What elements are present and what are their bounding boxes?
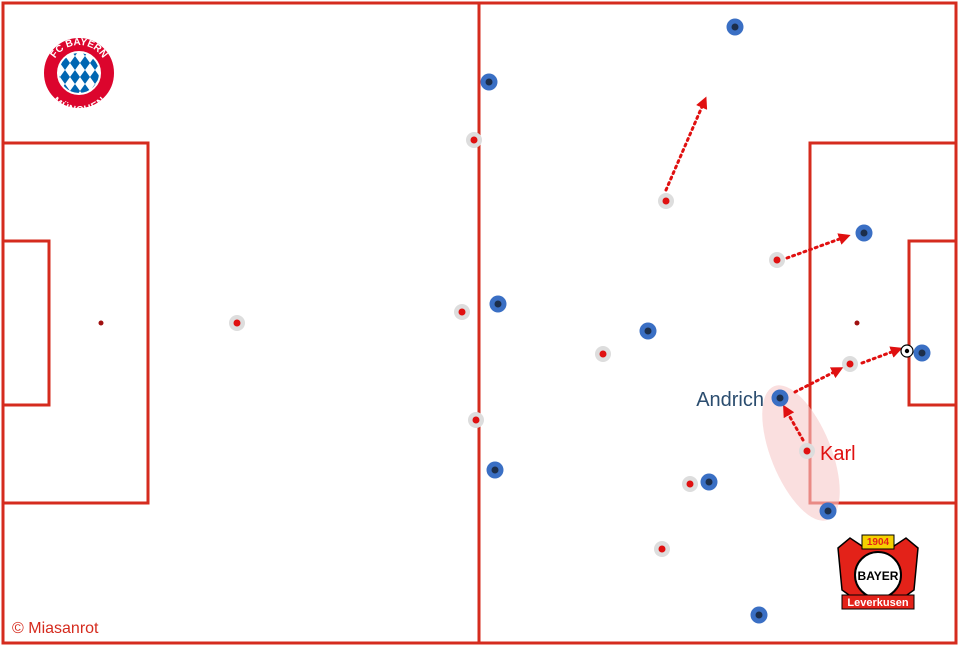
leverkusen-player [726,18,744,36]
ball [900,344,914,358]
leverkusen-player [913,344,931,362]
player-core [860,229,868,237]
player-dot [470,136,478,144]
player-core [824,507,832,515]
player-core [731,23,739,31]
bayern-player [799,443,815,459]
leverkusen-player [819,502,837,520]
player-dot [803,447,811,455]
bayern-player [595,346,611,362]
credit: © Miasanrot [12,620,99,637]
player-dot [658,545,666,553]
bayern-player [454,304,470,320]
leverkusen-player [855,224,873,242]
players [229,18,931,624]
bayern-player [842,356,858,372]
player-label: Andrich [696,389,764,411]
leverkusen-player [639,322,657,340]
player-core [491,466,499,474]
player-dot [233,319,241,327]
player-core [644,327,652,335]
bayern-player [769,252,785,268]
player-dot [458,308,466,316]
run-arrow [783,404,805,442]
leverkusen-name: BAYER [858,569,899,583]
player-dot [662,197,670,205]
run-arrow [793,367,844,394]
run-arrow [785,233,851,260]
bayern-player [682,476,698,492]
player-dot [472,416,480,424]
leverkusen-player [700,473,718,491]
player-dot [599,350,607,358]
leverkusen-player [771,389,789,407]
player-dot [773,256,781,264]
run-arrow [860,346,903,365]
movement-arrows [664,96,903,442]
player-core [918,349,926,357]
player-core [776,394,784,402]
player-core [755,611,763,619]
bayern-player [654,541,670,557]
bayern-player [658,193,674,209]
player-dot [686,480,694,488]
leverkusen-logo: 1904 BAYER Leverkusen [837,534,919,610]
leverkusen-player [486,461,504,479]
leverkusen-player [750,606,768,624]
bayern-player [468,412,484,428]
leverkusen-player [480,73,498,91]
player-core [494,300,502,308]
run-arrow [664,96,708,192]
leverkusen-city: Leverkusen [847,597,908,609]
bayern-player [466,132,482,148]
bayern-logo: FC BAYERN MÜNCHEN [42,36,116,116]
player-core [705,478,713,486]
player-core [485,78,493,86]
player-dot [846,360,854,368]
player-label: Karl [820,443,856,465]
leverkusen-year: 1904 [867,537,890,548]
leverkusen-player [489,295,507,313]
bayern-player [229,315,245,331]
